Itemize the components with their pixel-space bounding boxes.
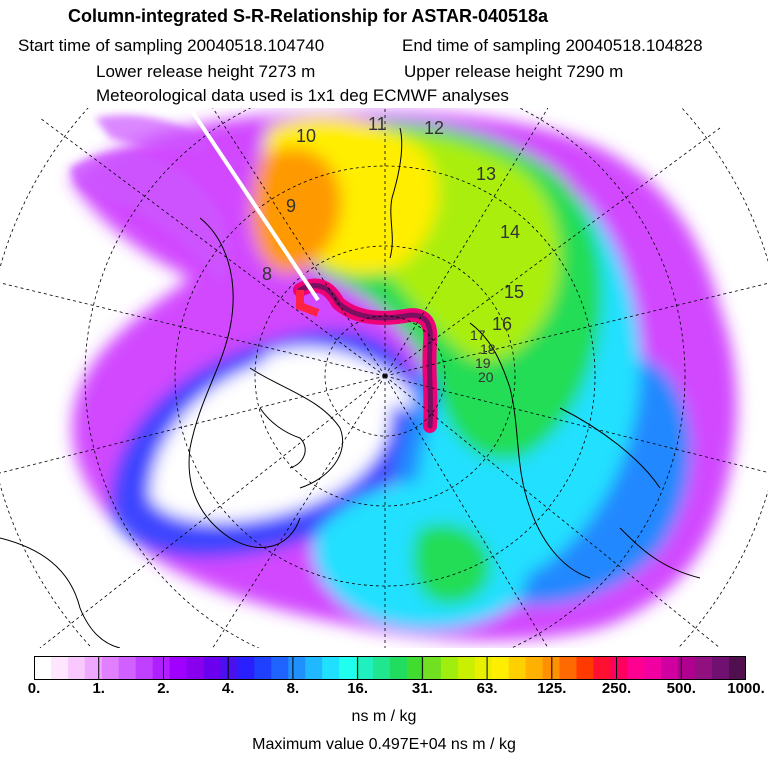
colorbar-cell xyxy=(305,656,323,680)
traj-label-20: 20 xyxy=(478,369,494,385)
map-title: Column-integrated S-R-Relationship for A… xyxy=(68,6,549,26)
colorbar-cell xyxy=(525,656,544,680)
colorbar-cell xyxy=(135,656,154,680)
graticule xyxy=(0,108,768,648)
colorbar-tick-label: 0. xyxy=(27,680,41,697)
colorbar-cell xyxy=(423,656,442,680)
colorbar-cell xyxy=(50,656,69,680)
colorbar-units: ns m / kg xyxy=(351,708,417,725)
colorbar-cell xyxy=(322,656,340,680)
traj-label-16: 16 xyxy=(492,314,512,334)
colorbar-cell xyxy=(712,656,730,680)
colorbar-cell xyxy=(559,656,578,680)
met-data-label: Meteorological data used is 1x1 deg ECMW… xyxy=(96,86,509,105)
peak-ridge xyxy=(293,278,438,433)
colorbar-tick-label: 8. xyxy=(286,680,300,697)
colorbar-cell xyxy=(457,656,476,680)
traj-label-14: 14 xyxy=(500,222,520,242)
colorbar-tick-label: 1000. xyxy=(727,680,765,697)
colorbar-cell xyxy=(644,656,662,680)
colorbar-tick-label: 1. xyxy=(92,680,105,697)
lower-release-label: Lower release height 7273 m xyxy=(96,62,316,81)
colorbar-cell xyxy=(186,656,205,680)
colorbar-tick-label: 2. xyxy=(157,680,170,697)
colorbar-tick-label: 16. xyxy=(347,680,369,697)
traj-label-11: 11 xyxy=(368,114,387,134)
end-time-label: End time of sampling 20040518.104828 xyxy=(402,36,703,55)
colorbar-cell xyxy=(220,656,239,680)
colorbar-cell xyxy=(254,656,272,680)
colorbar-cell xyxy=(576,656,595,680)
colorbar-cell xyxy=(152,656,171,680)
colorbar-cell xyxy=(169,656,188,680)
colorbar-tick-label: 63. xyxy=(476,680,498,697)
colorbar-cell xyxy=(593,656,611,680)
colorbar-cell xyxy=(84,656,103,680)
traj-label-18: 18 xyxy=(480,341,496,357)
traj-label-19: 19 xyxy=(475,355,491,371)
traj-label-13: 13 xyxy=(476,164,496,184)
sensitivity-field xyxy=(70,111,737,641)
colorbar-cell xyxy=(118,656,137,680)
colorbar-cell xyxy=(203,656,222,680)
colorbar-tick-label: 250. xyxy=(601,680,632,697)
colorbar-cell xyxy=(34,656,52,680)
colorbar-cell xyxy=(440,656,459,680)
polar-map: 8 9 10 11 12 13 14 15 16 17 18 19 20 xyxy=(0,108,768,648)
start-time-label: Start time of sampling 20040518.104740 xyxy=(18,36,325,55)
traj-label-12: 12 xyxy=(424,118,444,138)
colorbar-cell xyxy=(373,656,391,680)
colorbar-cell xyxy=(729,656,746,680)
colorbar-cell xyxy=(491,656,510,680)
colorbar-tick-label: 31. xyxy=(411,680,433,697)
colorbar-cell xyxy=(339,656,357,680)
colorbar-cell xyxy=(101,656,120,680)
colorbar-cell xyxy=(661,656,679,680)
upper-release-label: Upper release height 7290 m xyxy=(404,62,624,81)
traj-label-10: 10 xyxy=(296,126,316,146)
traj-label-15: 15 xyxy=(504,282,524,302)
colorbar-cell xyxy=(474,656,493,680)
colorbar-cell xyxy=(610,656,628,680)
colorbar-cell xyxy=(695,656,713,680)
colorbar-cell xyxy=(627,656,645,680)
traj-label-17: 17 xyxy=(470,327,486,343)
colorbar-cell xyxy=(356,656,374,680)
colorbar-cell xyxy=(406,656,425,680)
colorbar-cell xyxy=(390,656,408,680)
colorbar-cell xyxy=(288,656,306,680)
release-track-line xyxy=(188,108,320,302)
colorbar-tick-label: 125. xyxy=(537,680,567,697)
maximum-value-label: Maximum value 0.497E+04 ns m / kg xyxy=(252,736,516,753)
colorbar-cell xyxy=(237,656,255,680)
coastlines xyxy=(0,127,701,648)
trajectory-labels: 8 9 10 11 12 13 14 15 16 17 18 19 20 xyxy=(262,114,524,385)
colorbar-cell xyxy=(508,656,527,680)
colorbar-tick-label: 4. xyxy=(221,680,235,697)
colorbar xyxy=(34,656,746,680)
traj-label-8: 8 xyxy=(262,264,272,284)
colorbar-cell xyxy=(678,656,696,680)
violet-streamer xyxy=(70,114,231,283)
colorbar-cell xyxy=(67,656,86,680)
colorbar-cell xyxy=(271,656,289,680)
traj-label-9: 9 xyxy=(286,196,296,216)
colorbar-tick-label: 500. xyxy=(666,680,696,697)
